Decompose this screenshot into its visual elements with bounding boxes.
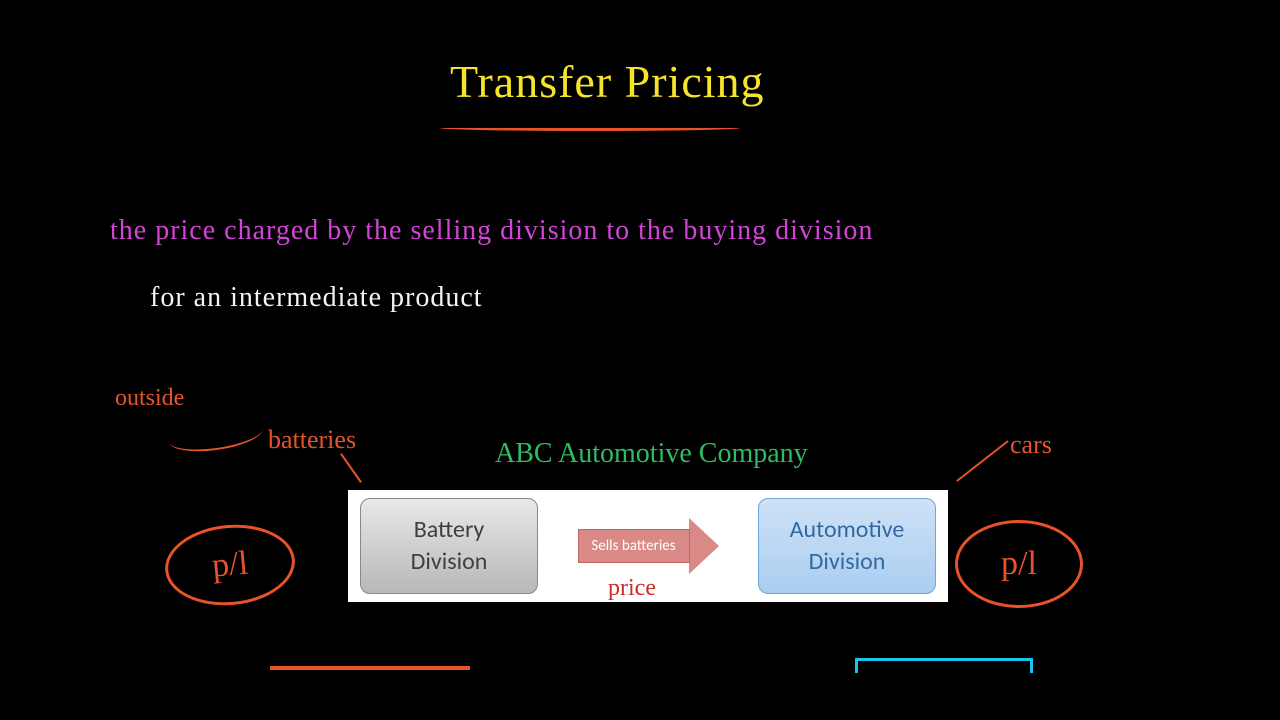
definition-line-2: for an intermediate product [150, 282, 483, 314]
auto-box-line2: Division [809, 546, 886, 578]
bottom-orange-line [270, 666, 470, 670]
arrow-head-icon [689, 518, 719, 574]
company-label: ABC Automotive Company [495, 438, 808, 470]
pl-right-circle: p/l [955, 520, 1083, 608]
bottom-blue-bracket [855, 658, 1033, 673]
automotive-division-box: Automotive Division [758, 498, 936, 594]
battery-box-line1: Battery [414, 514, 485, 546]
title-underline [440, 125, 740, 131]
battery-box-line2: Division [411, 546, 488, 578]
pl-left-circle: p/l [162, 519, 298, 610]
outside-curve [166, 414, 264, 457]
cars-annotation: cars [1010, 430, 1052, 460]
price-annotation: price [608, 575, 656, 602]
arrow-body: Sells batteries [578, 529, 690, 563]
batteries-annotation: batteries [268, 425, 356, 455]
outside-annotation: outside [115, 385, 184, 412]
pl-left-text: p/l [210, 545, 249, 586]
sells-arrow: Sells batteries [538, 518, 758, 574]
pl-right-text: p/l [1001, 545, 1037, 583]
definition-line-1: the price charged by the selling divisio… [110, 215, 873, 247]
arrow-label: Sells batteries [591, 537, 675, 555]
auto-box-line1: Automotive [790, 514, 905, 546]
cars-connector [956, 440, 1008, 482]
page-title: Transfer Pricing [450, 55, 765, 108]
battery-division-box: Battery Division [360, 498, 538, 594]
